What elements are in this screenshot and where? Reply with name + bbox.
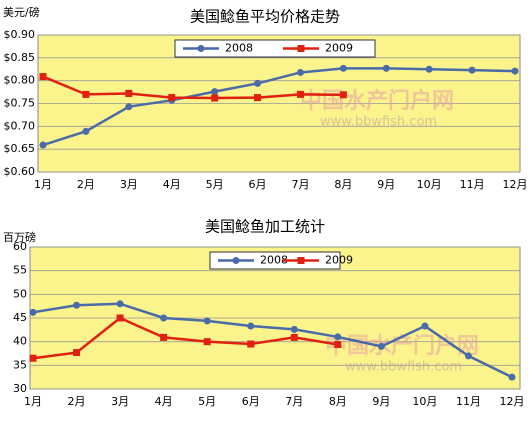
point — [290, 333, 298, 341]
legend-label: 2009 — [325, 42, 353, 55]
point — [39, 141, 47, 149]
x-tick-label: 2月 — [68, 395, 86, 408]
point — [82, 127, 90, 135]
legend-label: 2008 — [260, 254, 288, 267]
legend-label: 2008 — [225, 42, 253, 55]
x-tick-label: 10月 — [412, 395, 437, 408]
point — [377, 342, 385, 350]
y-axis-label: 美元/磅 — [3, 5, 40, 19]
legend-box — [209, 251, 341, 270]
x-tick-label: 7月 — [285, 395, 303, 408]
point — [116, 300, 124, 308]
point — [334, 341, 342, 349]
x-tick-label: 3月 — [120, 178, 138, 191]
point — [29, 308, 37, 316]
watermark: 中国水产门户网 — [300, 88, 454, 114]
legend-marker — [197, 45, 205, 52]
series-line — [32, 302, 513, 379]
point — [468, 66, 476, 74]
x-tick-label: 12月 — [500, 395, 525, 408]
x-tick-label: 10月 — [417, 178, 442, 191]
y-tick-label: $0.85 — [4, 51, 36, 64]
point — [508, 373, 516, 381]
legend-marker — [297, 45, 305, 52]
point — [211, 88, 219, 96]
point — [464, 352, 472, 360]
y-tick-label: 30 — [13, 382, 27, 395]
point — [339, 91, 347, 99]
y-axis-label: 百万磅 — [3, 230, 36, 244]
point — [296, 68, 304, 76]
point — [203, 317, 211, 325]
y-tick-label: 55 — [13, 264, 27, 277]
series-line — [42, 75, 344, 100]
x-tick-label: 1月 — [34, 178, 52, 191]
point — [254, 94, 262, 102]
x-tick-label: 11月 — [460, 178, 485, 191]
point — [511, 67, 519, 75]
y-tick-label: 45 — [13, 311, 27, 324]
point — [39, 73, 47, 81]
point — [334, 333, 342, 341]
x-tick-label: 12月 — [503, 178, 528, 191]
y-tick-label: $0.80 — [4, 74, 36, 87]
y-tick-label: 60 — [13, 240, 27, 253]
legend-marker — [297, 257, 305, 264]
point — [339, 64, 347, 72]
point — [125, 89, 133, 97]
y-tick-label: 50 — [13, 287, 27, 300]
point — [254, 79, 262, 87]
point — [247, 322, 255, 330]
x-tick-label: 3月 — [111, 395, 129, 408]
y-tick-label: $0.70 — [4, 119, 36, 132]
x-tick-label: 4月 — [155, 395, 173, 408]
y-tick-label: 35 — [13, 358, 27, 371]
y-tick-label: $0.90 — [4, 28, 36, 41]
point — [211, 94, 219, 102]
series-line — [32, 316, 339, 360]
x-tick-label: 7月 — [291, 178, 309, 191]
chart-title: 美国鲶鱼加工统计 — [205, 218, 325, 236]
point — [425, 65, 433, 73]
x-tick-label: 9月 — [377, 178, 395, 191]
watermark-url: www.bbwfish.com — [320, 115, 437, 130]
y-tick-label: $0.75 — [4, 97, 36, 110]
point — [203, 338, 211, 346]
x-tick-label: 2月 — [77, 178, 95, 191]
x-tick-label: 9月 — [372, 395, 390, 408]
legend-box — [174, 39, 376, 58]
x-tick-label: 11月 — [456, 395, 481, 408]
y-tick-label: $0.65 — [4, 142, 36, 155]
y-tick-label: $0.60 — [4, 165, 36, 178]
series-line — [42, 67, 516, 147]
x-tick-label: 4月 — [163, 178, 181, 191]
point — [160, 333, 168, 341]
point — [73, 301, 81, 309]
point — [382, 64, 390, 72]
legend-marker — [232, 257, 240, 264]
x-tick-label: 5月 — [198, 395, 216, 408]
chart-title: 美国鲶鱼平均价格走势 — [190, 8, 340, 26]
point — [168, 94, 176, 102]
point — [73, 349, 81, 357]
y-tick-label: 40 — [13, 335, 27, 348]
point — [82, 90, 90, 98]
point — [421, 322, 429, 330]
watermark-url: www.bbwfish.com — [345, 360, 462, 375]
x-tick-label: 1月 — [24, 395, 42, 408]
point — [116, 314, 124, 322]
point — [160, 314, 168, 322]
point — [290, 325, 298, 333]
point — [296, 90, 304, 98]
x-tick-label: 6月 — [249, 178, 267, 191]
x-tick-label: 5月 — [206, 178, 224, 191]
point — [125, 103, 133, 111]
legend-label: 2009 — [325, 254, 353, 267]
point — [29, 354, 37, 362]
x-tick-label: 6月 — [242, 395, 260, 408]
point — [247, 340, 255, 348]
x-tick-label: 8月 — [334, 178, 352, 191]
x-tick-label: 8月 — [329, 395, 347, 408]
